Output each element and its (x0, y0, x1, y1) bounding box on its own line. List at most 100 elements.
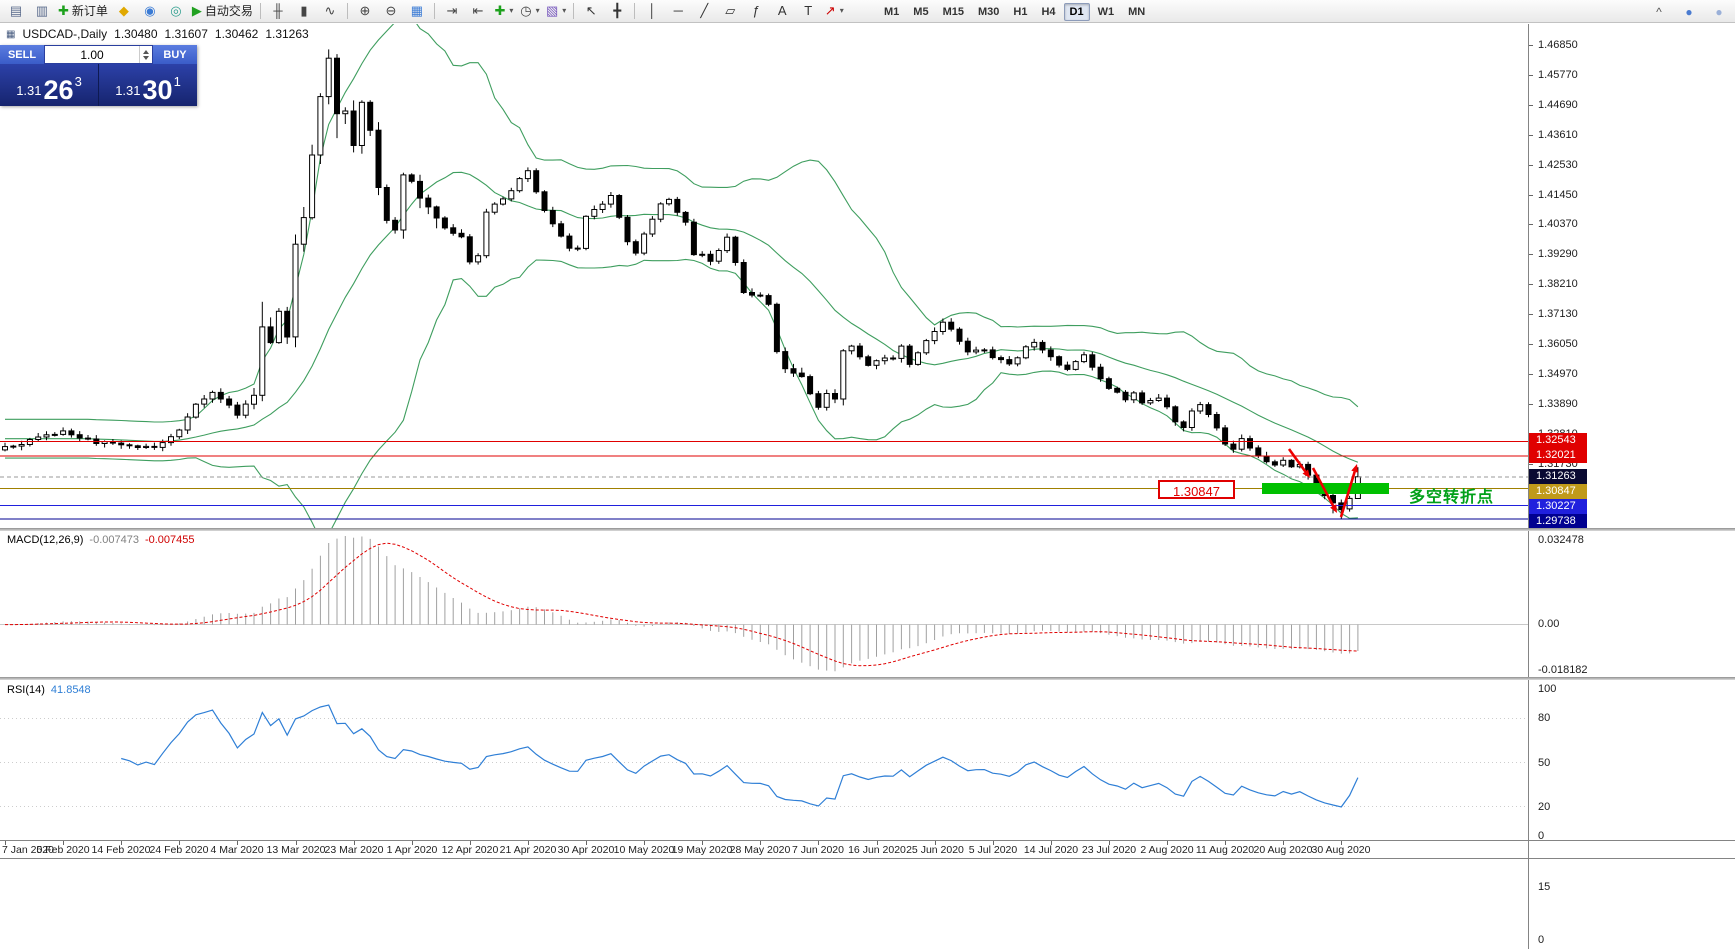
tile-windows-button[interactable]: ▦ (404, 1, 430, 21)
timeframe-w1[interactable]: W1 (1097, 5, 1115, 18)
fibonacci-button[interactable]: ƒ (743, 1, 769, 21)
customize-toolbar-icon[interactable]: ● (1676, 2, 1702, 22)
periods-button[interactable]: ◷ ▾ (517, 1, 543, 21)
volume-value[interactable]: 1.00 (80, 47, 104, 62)
date-tick (528, 841, 529, 845)
volume-down-icon[interactable] (143, 55, 149, 60)
date-tick (1225, 841, 1226, 845)
date-label: 5 Jul 2020 (968, 844, 1018, 856)
navigator-button[interactable]: ◎ (163, 1, 189, 21)
auto-trading-button[interactable]: ▶ 自动交易 (189, 1, 256, 21)
text-button[interactable]: A (769, 1, 795, 21)
indicators-button-caret-icon: ▾ (509, 6, 514, 15)
chart-header: ▦ USDCAD-,Daily 1.30480 1.31607 1.30462 … (6, 27, 309, 41)
rsi-scale-label: 20 (1538, 801, 1551, 813)
zoom-out-button[interactable]: ⊖ (378, 1, 404, 21)
sell-price[interactable]: 1.31 26 3 (0, 64, 98, 106)
date-label: 21 Apr 2020 (499, 844, 557, 856)
toolbar-separator (346, 3, 348, 19)
macd-scale-label: 0.00 (1538, 618, 1560, 630)
profiles-button[interactable]: ▥ (29, 1, 55, 21)
auto-trading-icon: ▶ (191, 3, 202, 18)
volume-spinner[interactable] (139, 46, 152, 63)
templates-button[interactable]: ▧ ▾ (543, 1, 569, 21)
axis-tick (1529, 374, 1533, 375)
arrow-tools-button[interactable]: ↗ ▾ (821, 1, 847, 21)
market-watch-icon: ◉ (144, 3, 156, 18)
chart-shift-button[interactable]: ⇤ (465, 1, 491, 21)
new-chart-button[interactable]: ▤ (3, 1, 29, 21)
market-watch-button[interactable]: ◉ (137, 1, 163, 21)
timeframe-h1[interactable]: H1 (1013, 5, 1028, 18)
timeframe-m15[interactable]: M15 (942, 5, 964, 18)
timeframe-bar: M1 M5 M15 M30 H1 H4 D1 W1 MN (878, 0, 1151, 23)
buy-price-point: 1 (173, 74, 181, 89)
date-tick (1341, 841, 1342, 845)
bottom-scale-label: 0 (1538, 934, 1545, 946)
date-tick (470, 841, 471, 845)
date-axis[interactable]: 7 Jan 2020 5 Feb 2020 14 Feb 2020 24 Feb 20… (0, 841, 1528, 858)
volume-up-icon[interactable] (143, 49, 149, 54)
price-badge-1.30847: 1.30847 (1529, 484, 1587, 499)
sell-button[interactable]: SELL (0, 45, 44, 64)
vertical-line-button[interactable]: │ (639, 1, 665, 21)
trendline-icon: ╱ (700, 3, 709, 18)
crosshair-button[interactable]: ╋ (604, 1, 630, 21)
bar-chart-button[interactable]: ╫ (265, 1, 291, 21)
macd-main-value: -0.007473 (89, 534, 139, 546)
timeframe-m30[interactable]: M30 (977, 5, 1000, 18)
channel-button[interactable]: ▱ (717, 1, 743, 21)
price-axis[interactable]: 1.46850 1.45770 1.44690 1.43610 1.42530 1.414… (1528, 24, 1735, 949)
price-chart[interactable] (0, 24, 1528, 528)
more-tools-icon: ● (1715, 4, 1723, 19)
metaeditor-button[interactable]: ◆ (111, 1, 137, 21)
candlestick-chart-button[interactable]: ▮ (291, 1, 317, 21)
buy-price[interactable]: 1.31 30 1 (98, 64, 197, 106)
date-label: 16 Jun 2020 (848, 844, 906, 856)
vertical-line-icon: │ (648, 3, 657, 18)
price-axis-label: 1.42530 (1538, 159, 1578, 171)
date-tick (354, 841, 355, 845)
buy-button[interactable]: BUY (153, 45, 197, 64)
date-label: 4 Mar 2020 (210, 844, 264, 856)
line-chart-button[interactable]: ∿ (317, 1, 343, 21)
panel-splitter-rsi[interactable] (0, 677, 1735, 680)
timeframe-mn[interactable]: MN (1128, 5, 1146, 18)
date-label: 11 Aug 2020 (1195, 844, 1255, 856)
cursor-icon: ↖ (585, 3, 597, 18)
new-order-button-label: 新订单 (71, 4, 108, 18)
date-label: 23 Mar 2020 (324, 844, 384, 856)
zoom-in-button[interactable]: ⊕ (352, 1, 378, 21)
timeframe-m5[interactable]: M5 (913, 5, 929, 18)
navigator-icon: ◎ (170, 3, 182, 18)
axis-tick (1529, 344, 1533, 345)
more-tools-icon[interactable]: ● (1706, 2, 1732, 22)
customize-toolbar-icon: ● (1685, 4, 1693, 19)
date-tick (877, 841, 878, 845)
macd-panel[interactable] (0, 531, 1528, 677)
horizontal-line-button[interactable]: ─ (665, 1, 691, 21)
collapse-toolbar-icon[interactable]: ^ (1646, 2, 1672, 22)
timeframe-d1[interactable]: D1 (1063, 2, 1090, 21)
auto-scroll-button[interactable]: ⇥ (439, 1, 465, 21)
panel-splitter-macd[interactable] (0, 528, 1735, 531)
date-label: 19 May 2020 (671, 844, 733, 856)
volume-input[interactable]: 1.00 (44, 45, 153, 64)
support-zone-highlight[interactable] (1262, 483, 1389, 494)
new-order-button[interactable]: ✚ 新订单 (55, 1, 111, 21)
date-label: 5 Feb 2020 (36, 844, 90, 856)
drawn-arrows[interactable] (1287, 448, 1358, 518)
date-tick (1051, 841, 1052, 845)
rsi-panel[interactable] (0, 680, 1528, 840)
indicators-button[interactable]: ✚ ▾ (491, 1, 517, 21)
label-button[interactable]: T (795, 1, 821, 21)
trendline-button[interactable]: ╱ (691, 1, 717, 21)
candlestick-icon: ▮ (300, 3, 308, 18)
timeframe-h4[interactable]: H4 (1041, 5, 1056, 18)
price-axis-label: 1.44690 (1538, 99, 1578, 111)
ohlc-low: 1.30462 (214, 27, 259, 41)
price-axis-label: 1.41450 (1538, 189, 1578, 201)
arrow-head-2 (1330, 504, 1337, 513)
cursor-button[interactable]: ↖ (578, 1, 604, 21)
timeframe-m1[interactable]: M1 (884, 5, 900, 18)
